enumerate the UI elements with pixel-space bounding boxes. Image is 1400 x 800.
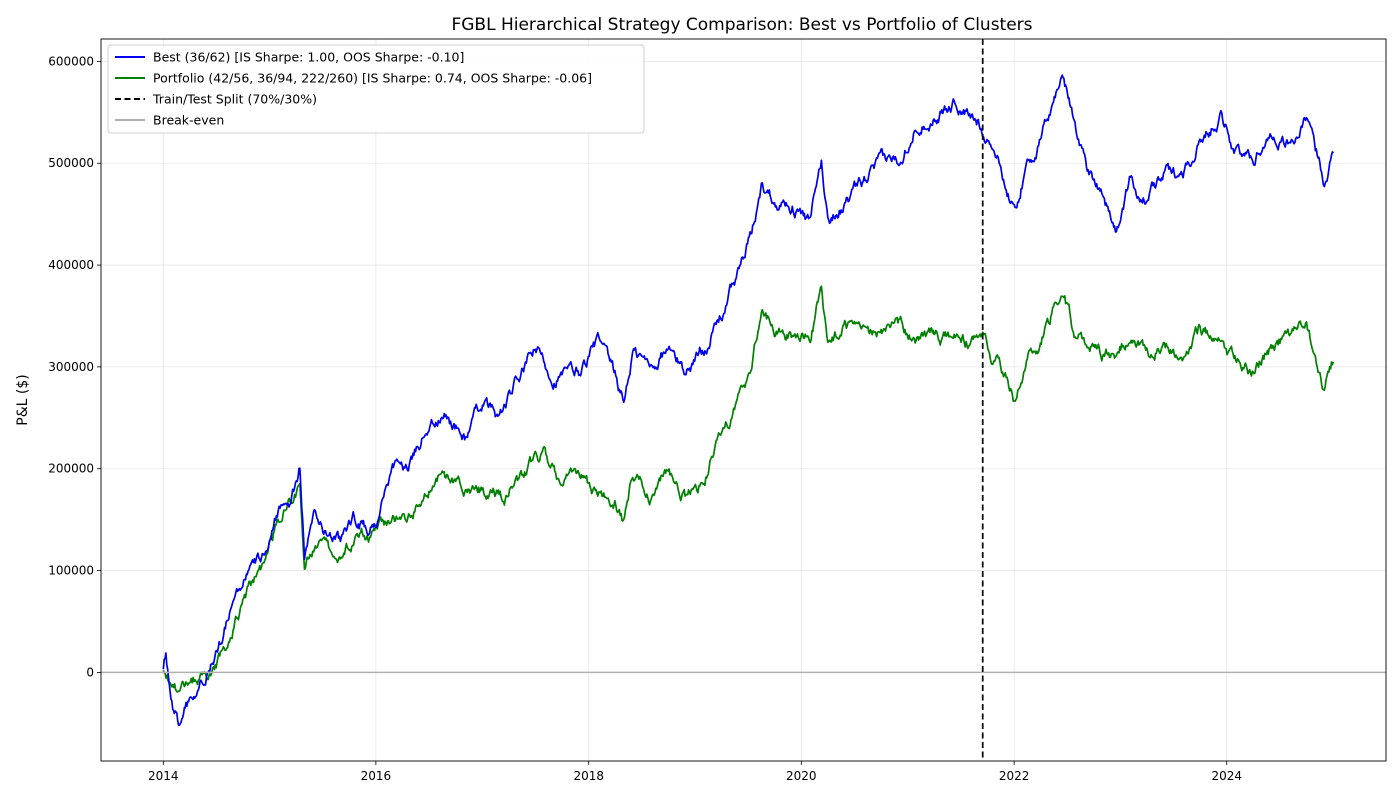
- legend: Best (36/62) [IS Sharpe: 1.00, OOS Sharp…: [107, 44, 645, 134]
- x-tick-label: 2014: [148, 769, 179, 783]
- x-tick-label: 2016: [361, 769, 392, 783]
- y-axis-label: P&L ($): [15, 374, 31, 425]
- series-line-best: [162, 74, 1334, 727]
- ticks: 2014 2016 2018 2020 2022 2024 0 100000 200000 300…: [48, 54, 1242, 783]
- y-tick-label: 300000: [48, 360, 94, 374]
- y-tick-label: 100000: [48, 564, 94, 578]
- y-tick-label: 0: [86, 665, 94, 679]
- x-tick-label: 2022: [999, 769, 1030, 783]
- legend-box: [107, 44, 645, 134]
- y-tick-label: 200000: [48, 462, 94, 476]
- series-line-portfolio: [162, 285, 1335, 693]
- x-tick-label: 2020: [786, 769, 817, 783]
- x-tick-label: 2024: [1211, 769, 1242, 783]
- y-tick-label: 500000: [48, 156, 94, 170]
- legend-label-split: Train/Test Split (70%/30%): [152, 92, 317, 107]
- grid: [101, 39, 1386, 761]
- series-layer: [162, 74, 1335, 727]
- legend-label-portfolio: Portfolio (42/56, 36/94, 222/260) [IS Sh…: [153, 71, 592, 86]
- axes: [100, 38, 1387, 762]
- x-tick-label: 2018: [573, 769, 604, 783]
- y-tick-label: 600000: [48, 54, 94, 68]
- chart-title: FGBL Hierarchical Strategy Comparison: B…: [451, 15, 1032, 35]
- reference-lines: [101, 39, 1386, 761]
- legend-label-break-even: Break-even: [153, 113, 224, 128]
- plot-frame: [100, 38, 1387, 762]
- legend-label-best: Best (36/62) [IS Sharpe: 1.00, OOS Sharp…: [153, 50, 464, 65]
- y-tick-label: 400000: [48, 258, 94, 272]
